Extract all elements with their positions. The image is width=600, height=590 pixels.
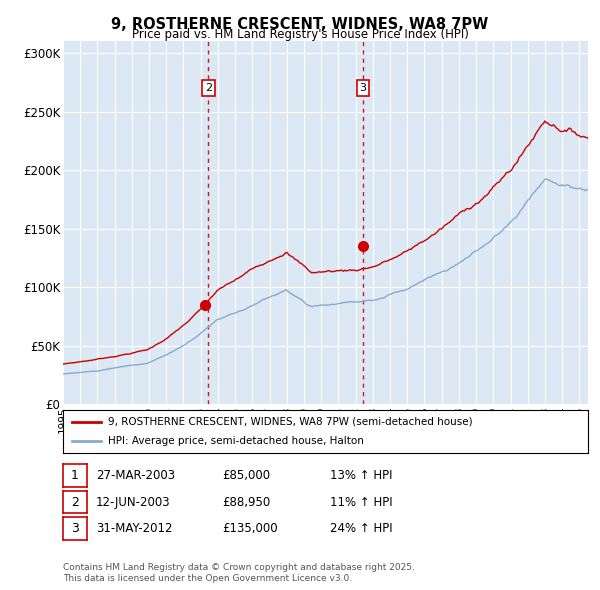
Text: 12-JUN-2003: 12-JUN-2003	[96, 496, 170, 509]
Text: 3: 3	[359, 83, 367, 93]
Text: £135,000: £135,000	[222, 522, 278, 535]
Text: 11% ↑ HPI: 11% ↑ HPI	[330, 496, 392, 509]
Text: 2: 2	[71, 496, 79, 509]
Text: 31-MAY-2012: 31-MAY-2012	[96, 522, 173, 535]
Text: 9, ROSTHERNE CRESCENT, WIDNES, WA8 7PW (semi-detached house): 9, ROSTHERNE CRESCENT, WIDNES, WA8 7PW (…	[107, 417, 472, 427]
Text: 27-MAR-2003: 27-MAR-2003	[96, 469, 175, 482]
Text: £88,950: £88,950	[222, 496, 270, 509]
Text: 13% ↑ HPI: 13% ↑ HPI	[330, 469, 392, 482]
Text: 24% ↑ HPI: 24% ↑ HPI	[330, 522, 392, 535]
Text: 2: 2	[205, 83, 212, 93]
Text: HPI: Average price, semi-detached house, Halton: HPI: Average price, semi-detached house,…	[107, 436, 364, 446]
Text: Contains HM Land Registry data © Crown copyright and database right 2025.
This d: Contains HM Land Registry data © Crown c…	[63, 563, 415, 583]
Text: £85,000: £85,000	[222, 469, 270, 482]
Text: 3: 3	[71, 522, 79, 535]
Text: 9, ROSTHERNE CRESCENT, WIDNES, WA8 7PW: 9, ROSTHERNE CRESCENT, WIDNES, WA8 7PW	[112, 17, 488, 31]
Text: Price paid vs. HM Land Registry's House Price Index (HPI): Price paid vs. HM Land Registry's House …	[131, 28, 469, 41]
Text: 1: 1	[71, 469, 79, 482]
